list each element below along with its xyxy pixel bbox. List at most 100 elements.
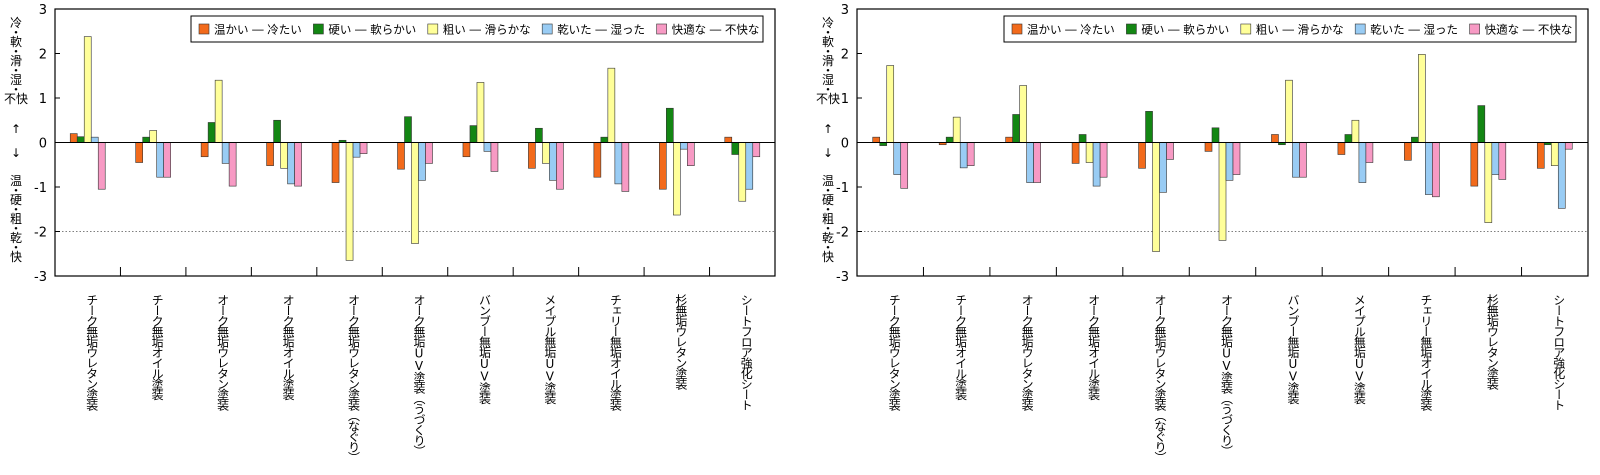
ylabel-char: ・ bbox=[10, 203, 22, 217]
bar bbox=[97, 142, 106, 190]
bar bbox=[83, 36, 92, 143]
legend-label: 粗い ― 滑らかな bbox=[1256, 23, 1344, 37]
bar bbox=[659, 142, 667, 190]
bar bbox=[1005, 136, 1013, 143]
y-tick-label: -2 bbox=[836, 226, 849, 241]
bar bbox=[331, 142, 340, 183]
bar bbox=[1071, 142, 1080, 164]
ylabel-arrow: ↑ bbox=[823, 122, 833, 136]
bar bbox=[1351, 119, 1360, 143]
ylabel-char: 軟 bbox=[822, 34, 834, 49]
ylabel-char: 湿 bbox=[10, 72, 22, 87]
x-tick-label: オーク無垢ウレタン塗装（なぐり） bbox=[347, 294, 361, 462]
ylabel-char: 冷 bbox=[10, 16, 22, 30]
ylabel-char: 乾 bbox=[10, 231, 22, 245]
bar bbox=[549, 142, 557, 181]
y-tick-label: -1 bbox=[34, 181, 47, 196]
ylabel-char: ・ bbox=[10, 222, 22, 236]
legend-box bbox=[1003, 15, 1577, 43]
bar bbox=[490, 142, 499, 172]
bar bbox=[90, 136, 99, 143]
bar bbox=[345, 142, 354, 261]
bar bbox=[135, 142, 143, 163]
bar bbox=[1411, 136, 1419, 143]
legend-swatch bbox=[1126, 23, 1137, 35]
bar bbox=[425, 142, 433, 164]
x-tick-label: オーク無垢ウレタン塗装 bbox=[1020, 294, 1034, 412]
x-tick-label: オーク無垢UV塗装（うづくり） bbox=[1220, 294, 1234, 456]
bar bbox=[149, 130, 157, 143]
y-tick-label: 3 bbox=[841, 3, 849, 18]
x-tick-label: チーク無垢オイル塗装 bbox=[954, 294, 968, 401]
bar bbox=[1078, 134, 1087, 143]
bar bbox=[1470, 142, 1479, 187]
bar bbox=[1358, 142, 1367, 183]
bar bbox=[280, 142, 288, 169]
ylabel-char: ・ bbox=[822, 203, 834, 217]
bar bbox=[886, 65, 895, 143]
x-tick-label: シートフロア強化シート bbox=[1552, 294, 1566, 410]
bar bbox=[207, 122, 216, 143]
bar bbox=[1166, 142, 1174, 160]
legend: 温かい ― 冷たい 硬い ― 軟らかい 粗い ― 滑らかな 乾いた ― 湿った 快適な … bbox=[190, 15, 764, 43]
bar bbox=[535, 127, 543, 143]
ylabel-char: ・ bbox=[822, 222, 834, 236]
legend-box bbox=[190, 15, 764, 43]
bar bbox=[952, 116, 961, 143]
ylabel-char: 冷 bbox=[822, 16, 834, 30]
x-tick-label: 杉無垢ウレタン塗装 bbox=[1485, 294, 1499, 391]
bar bbox=[1271, 134, 1279, 143]
bar bbox=[462, 142, 471, 158]
bar bbox=[1232, 142, 1241, 175]
bar bbox=[959, 142, 968, 169]
bar bbox=[680, 142, 688, 150]
bar bbox=[1292, 142, 1300, 178]
bar bbox=[1218, 142, 1227, 241]
ylabel-char: ・ bbox=[822, 45, 834, 59]
bar bbox=[214, 79, 223, 143]
x-tick-label: バンブー無垢UV塗装 bbox=[1286, 294, 1300, 405]
x-tick-label: シートフロア強化シート bbox=[739, 294, 753, 410]
bar bbox=[359, 142, 368, 154]
x-tick-label: オーク無垢UV塗装（うづくり） bbox=[412, 294, 426, 456]
ylabel-char: 滑 bbox=[10, 54, 22, 68]
bar bbox=[673, 142, 681, 216]
x-tick-label: オーク無垢オイル塗装 bbox=[281, 294, 295, 402]
bar bbox=[1425, 142, 1433, 195]
ylabel-char: ・ bbox=[10, 26, 22, 40]
ylabel-char: ・ bbox=[10, 64, 22, 78]
y-tick-label: 0 bbox=[841, 137, 849, 152]
bar bbox=[1418, 54, 1426, 143]
x-tick-label: オーク無垢オイル塗装 bbox=[1087, 294, 1101, 402]
bar bbox=[556, 142, 564, 190]
legend-swatch bbox=[656, 23, 667, 35]
x-tick-label: オーク無垢ウレタン塗装 bbox=[216, 294, 230, 412]
y-tick-label: -1 bbox=[836, 181, 849, 196]
bar bbox=[273, 119, 281, 143]
bar bbox=[294, 142, 302, 187]
bar bbox=[600, 136, 609, 143]
ylabel-arrow: ↓ bbox=[823, 146, 833, 160]
legend-label: 硬い ― 軟らかい bbox=[1141, 23, 1229, 37]
bar bbox=[418, 142, 426, 181]
ylabel-char: 滑 bbox=[822, 54, 834, 68]
y-tick-label: -3 bbox=[836, 270, 849, 285]
bar bbox=[1026, 142, 1034, 183]
y-tick-label: 3 bbox=[39, 3, 47, 18]
ylabel-char: 硬 bbox=[10, 193, 22, 207]
legend-label: 快適な ― 不快な bbox=[1485, 23, 1573, 37]
legend-label: 粗い ― 滑らかな bbox=[443, 23, 531, 37]
x-tick-label: チーク無垢ウレタン塗装 bbox=[887, 294, 901, 412]
bar bbox=[1550, 142, 1559, 166]
bar bbox=[411, 142, 419, 244]
bar bbox=[1285, 79, 1293, 143]
legend-label: 乾いた ― 湿った bbox=[1370, 23, 1458, 37]
y-tick-label: -3 bbox=[34, 270, 47, 285]
x-tick-label: オーク無垢ウレタン塗装（なぐり） bbox=[1153, 294, 1167, 462]
bar bbox=[752, 142, 761, 158]
x-tick-label: チーク無垢オイル塗装 bbox=[150, 294, 164, 401]
bar bbox=[1432, 142, 1440, 198]
legend-swatch bbox=[198, 23, 210, 35]
bar bbox=[469, 125, 478, 143]
